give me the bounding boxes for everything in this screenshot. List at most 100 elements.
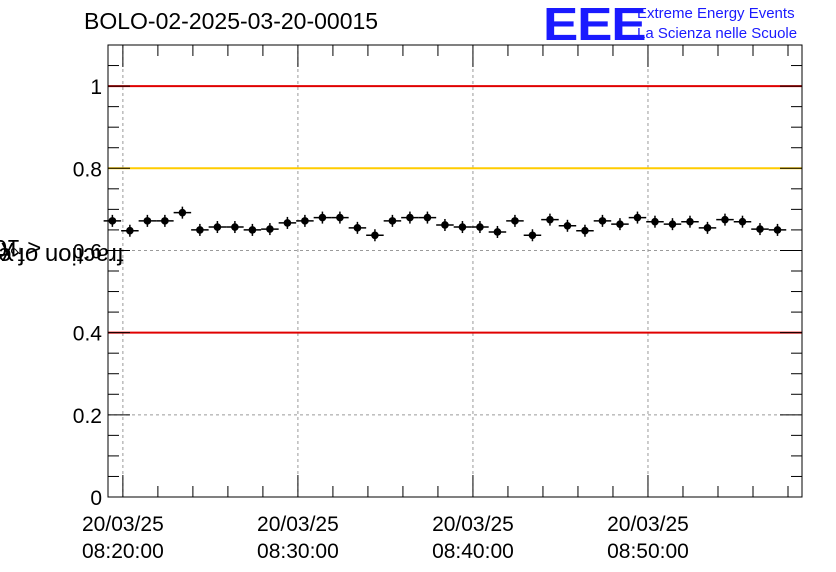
data-point <box>646 215 664 228</box>
point-marker <box>441 221 449 229</box>
point-marker <box>423 213 432 222</box>
data-point <box>366 229 384 242</box>
point-marker <box>283 219 292 227</box>
data-point <box>716 213 734 226</box>
point-marker <box>633 213 642 222</box>
data-point <box>488 225 507 238</box>
point-marker <box>476 223 484 231</box>
x-tick-labels: 20/03/25 08:20:00 20/03/25 08:30:00 20/03/25… <box>82 513 689 563</box>
data-point <box>506 214 524 227</box>
data-point <box>226 221 244 234</box>
point-marker <box>651 217 659 226</box>
data-point <box>173 206 192 219</box>
grid-lines <box>108 45 802 497</box>
x-tick-time: 08:20:00 <box>82 540 164 563</box>
data-point <box>401 211 419 224</box>
point-marker <box>668 220 677 228</box>
y-tick-label: 0.8 <box>73 158 102 181</box>
point-marker <box>458 223 467 231</box>
data-point <box>768 223 787 236</box>
reference-lines <box>108 85 802 334</box>
point-marker <box>248 226 257 234</box>
point-marker <box>178 208 187 217</box>
project-name-line1: Extreme Energy Events <box>637 5 795 22</box>
project-name-line2: La Scienza nelle Scuole <box>637 25 798 42</box>
x-tick-time: 08:40:00 <box>432 540 514 563</box>
data-point <box>331 211 349 224</box>
point-marker <box>721 215 729 224</box>
data-point <box>121 224 139 237</box>
data-point <box>296 214 314 227</box>
plot-frame <box>107 44 803 498</box>
x-tick-time: 08:30:00 <box>257 540 339 563</box>
eee-logo: EEE <box>543 0 647 50</box>
point-marker <box>301 217 309 225</box>
point-marker <box>686 217 694 226</box>
point-marker <box>528 231 537 240</box>
data-point <box>576 224 594 237</box>
y-tick-labels: 0 0.2 0.4 0.6 0.8 1 <box>73 76 103 510</box>
point-marker <box>773 226 782 234</box>
x-tick-date: 20/03/25 <box>257 513 339 536</box>
data-point <box>453 221 472 234</box>
data-point <box>593 214 612 227</box>
data-point <box>278 216 297 229</box>
y-tick-label: 0.4 <box>73 323 103 346</box>
point-marker <box>563 222 572 230</box>
y-tick-label: 0.2 <box>73 405 102 428</box>
data-point <box>191 223 209 236</box>
y-tick-label: 1 <box>90 76 102 99</box>
data-point <box>418 211 437 224</box>
x-tick-date: 20/03/25 <box>82 513 164 536</box>
data-point <box>243 223 262 236</box>
y-tick-label: 0.6 <box>73 240 102 263</box>
point-marker <box>581 226 589 235</box>
x-tick-time: 08:50:00 <box>607 540 689 563</box>
point-marker <box>738 217 747 226</box>
y-tick-label: 0 <box>90 487 102 510</box>
point-marker <box>616 220 624 228</box>
data-point <box>348 221 367 234</box>
point-marker <box>546 215 554 224</box>
point-marker <box>493 228 502 236</box>
point-marker <box>353 224 362 232</box>
data-point <box>611 218 629 231</box>
data-point <box>558 219 577 232</box>
point-marker <box>511 217 519 225</box>
point-marker <box>161 217 169 225</box>
y-axis-label-tail: < 10.0 <box>0 234 42 262</box>
point-marker <box>388 217 397 225</box>
point-marker <box>266 225 274 233</box>
point-marker <box>371 231 379 240</box>
point-marker <box>108 217 117 225</box>
data-point <box>698 221 717 234</box>
data-point <box>138 214 157 227</box>
x-tick-date: 20/03/25 <box>607 513 689 536</box>
data-point <box>681 215 699 228</box>
point-marker <box>756 225 764 233</box>
x-tick-date: 20/03/25 <box>432 513 514 536</box>
point-marker <box>598 217 607 225</box>
data-point <box>471 221 489 234</box>
data-point <box>383 214 402 227</box>
plot-border <box>107 44 803 498</box>
data-point <box>541 213 559 226</box>
data-point <box>208 221 227 234</box>
point-marker <box>703 224 712 232</box>
chart-title: BOLO-02-2025-03-20-00015 <box>84 8 379 34</box>
point-marker <box>318 213 327 222</box>
point-marker <box>213 223 222 231</box>
point-marker <box>336 213 344 222</box>
point-marker <box>126 226 134 235</box>
data-point <box>261 223 279 236</box>
data-point <box>628 211 647 224</box>
data-point <box>313 211 332 224</box>
point-marker <box>231 223 239 231</box>
axis-ticks <box>108 44 802 498</box>
point-marker <box>406 213 414 222</box>
data-point <box>733 215 752 228</box>
data-point <box>663 218 682 231</box>
data-point <box>103 214 122 227</box>
data-point <box>751 223 769 236</box>
